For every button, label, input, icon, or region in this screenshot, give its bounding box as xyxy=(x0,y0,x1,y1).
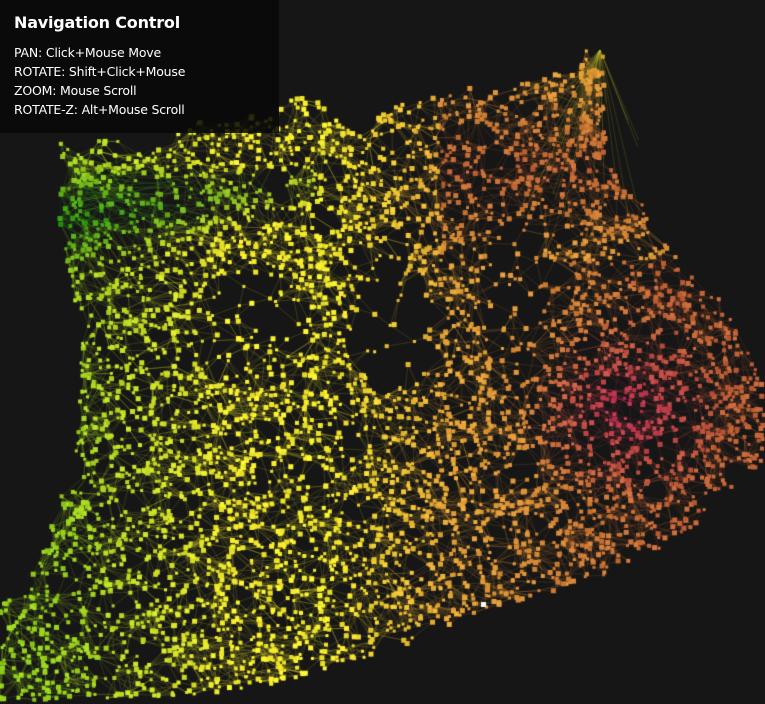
navigation-control-title: Navigation Control xyxy=(14,13,180,32)
nav-control-rotate: ROTATE: Shift+Click+Mouse xyxy=(14,64,186,79)
nav-control-zoom-binding: Mouse Scroll xyxy=(60,83,137,98)
nav-control-rotate-binding: Shift+Click+Mouse xyxy=(68,64,186,79)
nav-control-rotate-z-binding: Alt+Mouse Scroll xyxy=(81,102,185,117)
nav-control-pan: PAN: Click+Mouse Move xyxy=(14,45,161,60)
nav-control-zoom-action: ZOOM xyxy=(14,83,53,98)
nav-control-rotate-z: ROTATE-Z: Alt+Mouse Scroll xyxy=(14,102,185,117)
nav-control-pan-action: PAN xyxy=(14,45,39,60)
nav-control-rotate-z-action: ROTATE-Z xyxy=(14,102,74,117)
nav-control-zoom: ZOOM: Mouse Scroll xyxy=(14,83,137,98)
navigation-control-panel: Navigation Control PAN: Click+Mouse Move… xyxy=(0,0,279,133)
nav-control-pan-binding: Click+Mouse Move xyxy=(45,45,161,60)
nav-control-rotate-action: ROTATE xyxy=(14,64,62,79)
